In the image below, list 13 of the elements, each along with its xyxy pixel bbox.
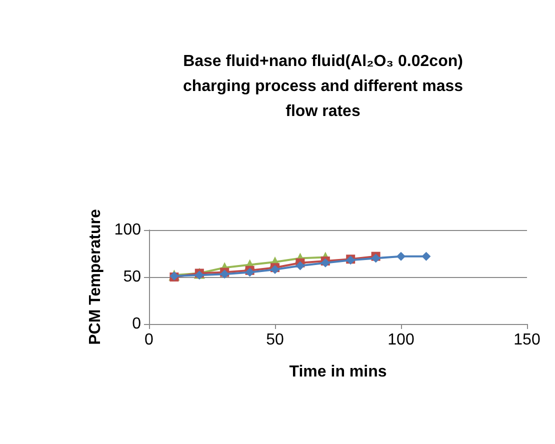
y-tick-label: 0 <box>132 316 142 332</box>
y-axis-title: PCM Temperature <box>86 209 104 345</box>
x-tick-label: 50 <box>266 332 284 348</box>
x-axis-title: Time in mins <box>289 364 387 380</box>
point <box>422 252 431 261</box>
y-tick-label: 100 <box>114 222 142 238</box>
point <box>296 261 305 270</box>
chart-title: Base fluid+nano fluid(Al₂O₃ 0.02con) charging process and different mass flow rates <box>178 53 468 120</box>
y-tick-label: 50 <box>123 268 142 286</box>
x-tick-label: 100 <box>388 332 414 348</box>
x-tick-label: 150 <box>514 332 540 348</box>
x-tick-label: 0 <box>144 332 154 348</box>
point <box>396 252 406 261</box>
